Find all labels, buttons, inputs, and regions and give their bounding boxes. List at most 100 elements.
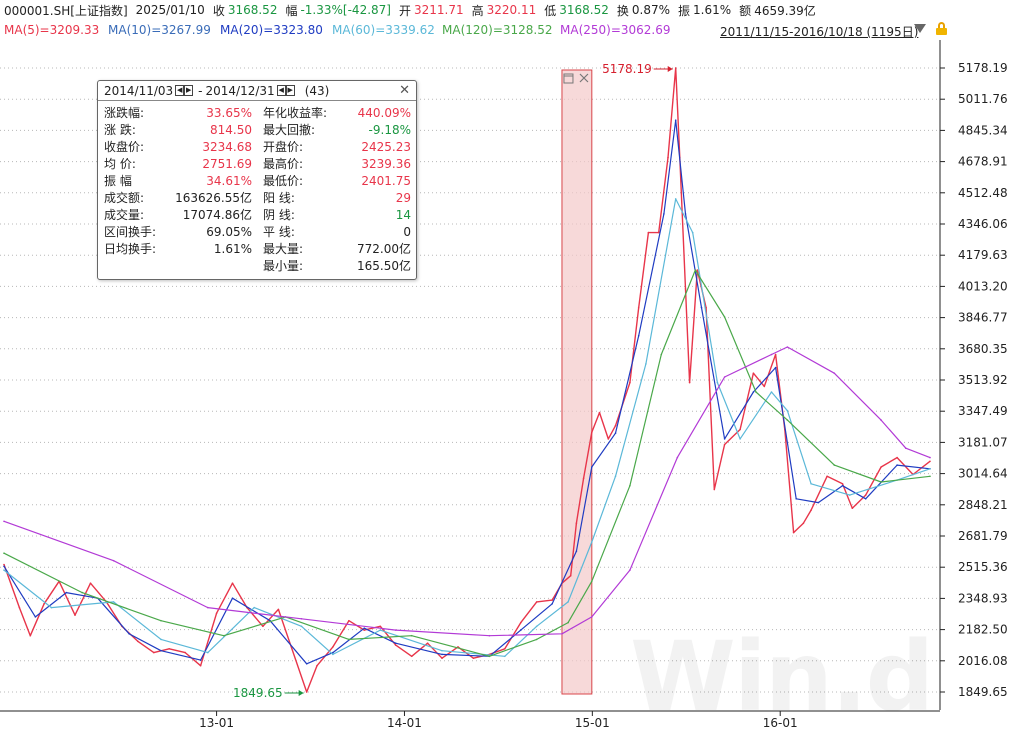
y-tick-label: 2182.50 bbox=[958, 623, 1008, 637]
series-point bbox=[770, 391, 773, 393]
stats-row: 涨 跌: 814.50 bbox=[104, 121, 252, 138]
stats-key: 开盘价: bbox=[263, 140, 304, 154]
interval-start-date: 2014/11/03 bbox=[104, 83, 174, 98]
turnover-label: 换 bbox=[616, 3, 629, 18]
ma10-legend[interactable]: MA(10)=3267.99 bbox=[108, 23, 211, 37]
series-point bbox=[277, 608, 280, 611]
ma60-legend[interactable]: MA(60)=3339.62 bbox=[332, 23, 435, 37]
series-point bbox=[713, 488, 716, 491]
stats-key: 均 价: bbox=[104, 157, 136, 171]
series-point bbox=[607, 438, 610, 440]
series-point bbox=[614, 475, 617, 478]
stats-row: 成交额: 163626.55亿 bbox=[104, 189, 252, 206]
series-point bbox=[504, 648, 506, 650]
series-point bbox=[674, 119, 677, 121]
stats-value: -9.18% bbox=[368, 122, 411, 137]
interval-stats-panel[interactable]: 2014/11/03 ◀ ▶ - 2014/12/31 ◀ ▶ (43) ✕ 涨跌幅… bbox=[97, 80, 417, 280]
highlight-range[interactable] bbox=[561, 69, 593, 695]
right-arrow-icon[interactable]: ▶ bbox=[184, 85, 194, 96]
series-point bbox=[184, 651, 186, 654]
series-point bbox=[300, 625, 303, 628]
series-point bbox=[929, 460, 931, 463]
dropdown-triangle-icon[interactable] bbox=[914, 24, 926, 33]
x-tick-label: 16-01 bbox=[763, 716, 798, 730]
stats-row: 成交量: 17074.86亿 bbox=[104, 206, 252, 223]
series-point bbox=[723, 438, 726, 440]
stats-value: 814.50 bbox=[210, 122, 252, 137]
series-point bbox=[394, 644, 397, 646]
series-point bbox=[488, 634, 491, 637]
stats-row: 最大回撤: -9.18% bbox=[263, 121, 411, 138]
chart-annotations: 5178.19 1849.65 bbox=[233, 62, 673, 700]
ma250-legend[interactable]: MA(250)=3062.69 bbox=[560, 23, 671, 37]
series-point bbox=[153, 651, 155, 654]
series-point bbox=[394, 642, 397, 644]
series-point bbox=[676, 456, 679, 459]
series-point bbox=[896, 464, 898, 466]
series-point bbox=[637, 334, 640, 337]
stats-row: 振 幅 34.61% bbox=[104, 172, 252, 189]
y-tick-label: 4678.91 bbox=[958, 155, 1008, 169]
high-label: 高 bbox=[471, 3, 484, 18]
right-arrow-icon[interactable]: ▶ bbox=[285, 85, 295, 96]
series-point bbox=[128, 633, 130, 635]
close-value: 3168.52 bbox=[227, 3, 278, 17]
y-tick-label: 3014.64 bbox=[958, 467, 1008, 481]
stats-value: 2751.69 bbox=[202, 156, 252, 171]
left-arrow-icon[interactable]: ◀ bbox=[175, 85, 185, 96]
y-tick-label: 4013.20 bbox=[958, 279, 1008, 293]
series-point bbox=[795, 498, 797, 500]
stats-value: 3239.36 bbox=[361, 156, 411, 171]
series-point bbox=[43, 603, 45, 605]
series-point bbox=[817, 501, 820, 504]
series-point bbox=[231, 582, 234, 584]
stats-key: 最小量: bbox=[263, 259, 304, 273]
series-point bbox=[598, 411, 601, 414]
stats-key: 阳 线: bbox=[263, 191, 295, 205]
stats-value: 34.61% bbox=[206, 173, 252, 188]
series-point bbox=[332, 646, 334, 648]
lock-icon[interactable] bbox=[936, 22, 947, 35]
stats-key: 涨跌幅: bbox=[104, 106, 145, 120]
stats-row: 区间换手: 69.05% bbox=[104, 223, 252, 240]
series-point bbox=[535, 601, 538, 603]
stats-row: 开盘价: 2425.23 bbox=[263, 138, 411, 155]
series-point bbox=[723, 443, 726, 446]
series-point bbox=[591, 431, 593, 434]
start-date-stepper[interactable]: ◀ ▶ bbox=[175, 85, 194, 96]
series-point bbox=[207, 651, 209, 654]
series-point bbox=[786, 409, 789, 412]
series-point bbox=[752, 372, 755, 375]
series-point bbox=[591, 616, 593, 618]
ma120-legend[interactable]: MA(120)=3128.52 bbox=[442, 23, 553, 37]
y-tick-label: 2348.93 bbox=[958, 591, 1008, 605]
stats-right-column: 年化收益率: 440.09% 最大回撤: -9.18% 开盘价: 2425.23 最高价: 3… bbox=[263, 104, 411, 274]
series-point bbox=[896, 456, 898, 459]
series-point bbox=[629, 569, 631, 571]
series-point bbox=[810, 483, 812, 485]
series-point bbox=[223, 634, 225, 637]
ma20-legend[interactable]: MA(20)=3323.80 bbox=[220, 23, 323, 37]
series-point bbox=[833, 372, 836, 375]
series-point bbox=[905, 447, 907, 450]
ma5-legend[interactable]: MA(5)=3209.33 bbox=[4, 23, 100, 37]
series-point bbox=[810, 509, 812, 511]
end-date-stepper[interactable]: ◀ ▶ bbox=[276, 85, 295, 96]
series-point bbox=[137, 640, 139, 643]
series-point bbox=[488, 655, 491, 658]
series-point bbox=[207, 606, 209, 609]
series-point bbox=[660, 353, 663, 356]
close-icon[interactable]: ✕ bbox=[399, 83, 410, 98]
left-arrow-icon[interactable]: ◀ bbox=[276, 85, 286, 96]
series-line bbox=[3, 119, 931, 665]
stats-value: 69.05% bbox=[206, 224, 252, 239]
date-range-selector[interactable]: 2011/11/15-2016/10/18 (1195日) bbox=[720, 25, 919, 39]
series-point bbox=[700, 306, 703, 309]
series-point bbox=[851, 507, 854, 510]
series-point bbox=[89, 582, 92, 584]
series-point bbox=[657, 231, 660, 234]
series-point bbox=[3, 520, 5, 523]
stats-row: 日均换手: 1.61% bbox=[104, 240, 252, 257]
series-point bbox=[833, 464, 836, 466]
series-point bbox=[575, 522, 578, 524]
